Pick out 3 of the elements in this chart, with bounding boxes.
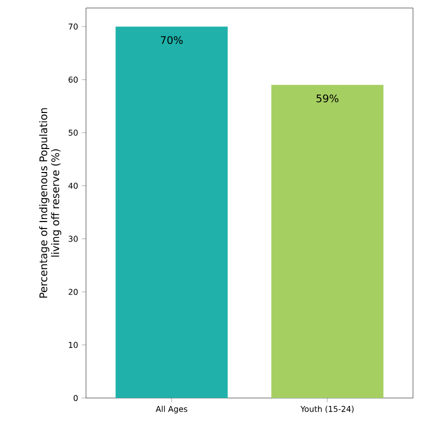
data-label: 59% xyxy=(316,94,338,102)
y-axis-title: Percentage of Indigenous Population living off reserve (%) xyxy=(39,108,62,298)
data-label: 70% xyxy=(160,36,183,44)
